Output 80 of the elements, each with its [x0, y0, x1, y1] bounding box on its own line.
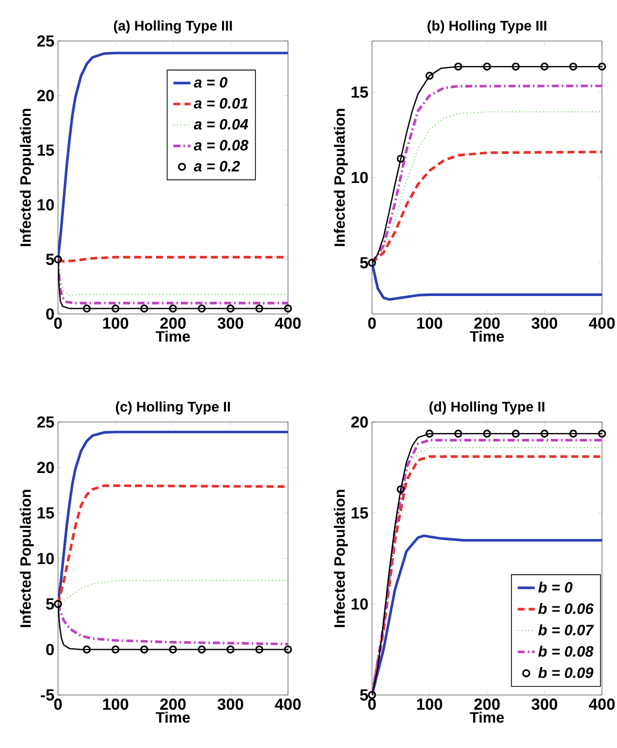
x-tick-label: 0	[54, 318, 62, 329]
y-axis-title: Infected Population	[20, 490, 34, 628]
legend-label: b = 0	[538, 582, 572, 593]
y-tick-label: 15	[38, 144, 54, 156]
legend-label: b = 0.07	[538, 624, 594, 636]
x-tick-label: 300	[218, 318, 244, 329]
x-tick-label: 400	[588, 318, 615, 329]
x-axis-title: Time	[470, 330, 504, 342]
chart-title: (d) Holling Type II	[430, 401, 544, 414]
chart-title: (c) Holling Type II	[116, 401, 230, 414]
x-tick-label: 0	[368, 698, 376, 710]
legend-label: b = 0.06	[538, 603, 594, 614]
y-tick-label: 5	[46, 254, 54, 265]
x-tick-label: 400	[588, 698, 615, 710]
point	[540, 62, 549, 71]
chart-title: (a) Holling Type III	[114, 20, 232, 34]
y-tick-label: 0	[46, 308, 54, 320]
point	[569, 62, 578, 71]
line-series	[58, 52, 288, 261]
y-axis-title: Infected Population	[334, 108, 348, 246]
y-tick-label: 5	[46, 598, 54, 610]
point	[454, 430, 462, 438]
y-tick-label: 0	[46, 644, 54, 656]
point	[454, 62, 462, 71]
y-tick-label: 5	[360, 257, 368, 268]
point	[569, 430, 578, 438]
x-axis-title: Time	[470, 712, 504, 723]
legend-label: b = 0.09	[538, 667, 594, 678]
x-tick-label: 0	[368, 318, 376, 329]
point	[483, 62, 492, 71]
legend-label: b = 0.08	[538, 646, 594, 657]
x-tick-label: 400	[274, 318, 301, 329]
legend-label: a = 0.01	[194, 98, 248, 109]
x-tick-label: 300	[218, 698, 244, 710]
point	[540, 430, 549, 438]
x-tick-label: 100	[103, 318, 128, 329]
y-tick-label: 10	[352, 598, 368, 610]
line-series	[58, 580, 288, 604]
point	[512, 430, 520, 438]
y-tick-label: 10	[38, 199, 54, 210]
legend-label: a = 0.08	[194, 140, 248, 151]
point	[396, 485, 405, 494]
y-tick-label: 20	[37, 90, 54, 102]
y-tick-label: 25	[37, 416, 54, 428]
legend-label: a = 0.04	[194, 118, 248, 130]
y-tick-label: 20	[37, 462, 54, 474]
y-axis-title: Infected Population	[20, 108, 34, 246]
y-tick-label: 10	[38, 552, 54, 564]
x-tick-label: 100	[103, 698, 128, 710]
legend-label: a = 0.2	[194, 160, 240, 172]
x-axis-title: Time	[156, 712, 190, 723]
point	[426, 430, 434, 438]
y-tick-label: 25	[37, 35, 54, 47]
point	[512, 62, 520, 71]
x-tick-label: 300	[532, 698, 558, 710]
y-tick-label: 10	[352, 172, 368, 184]
point	[426, 72, 434, 80]
x-axis-title: Time	[156, 330, 190, 342]
x-tick-label: 200	[474, 698, 500, 710]
y-axis-title: Infected Population	[334, 490, 348, 628]
y-tick-label: 15	[352, 86, 368, 98]
point	[396, 154, 405, 163]
y-tick-label: 5	[360, 689, 368, 701]
x-tick-label: 300	[532, 318, 558, 329]
x-tick-label: 200	[160, 318, 186, 329]
y-tick-label: -5	[40, 689, 54, 701]
x-tick-label: 100	[417, 698, 442, 710]
y-tick-label: 20	[351, 416, 368, 428]
y-tick-label: 15	[352, 507, 368, 519]
legend-label: a = 0	[194, 77, 228, 88]
x-tick-label: 200	[160, 698, 186, 710]
chart-title: (b) Holling Type III	[428, 20, 546, 34]
x-tick-label: 400	[274, 698, 301, 710]
x-tick-label: 200	[474, 318, 500, 329]
line-series	[372, 262, 602, 301]
y-tick-label: 15	[38, 507, 54, 519]
x-tick-label: 0	[54, 698, 62, 710]
x-tick-label: 100	[417, 318, 442, 329]
line-series	[372, 150, 602, 264]
point	[483, 430, 492, 438]
